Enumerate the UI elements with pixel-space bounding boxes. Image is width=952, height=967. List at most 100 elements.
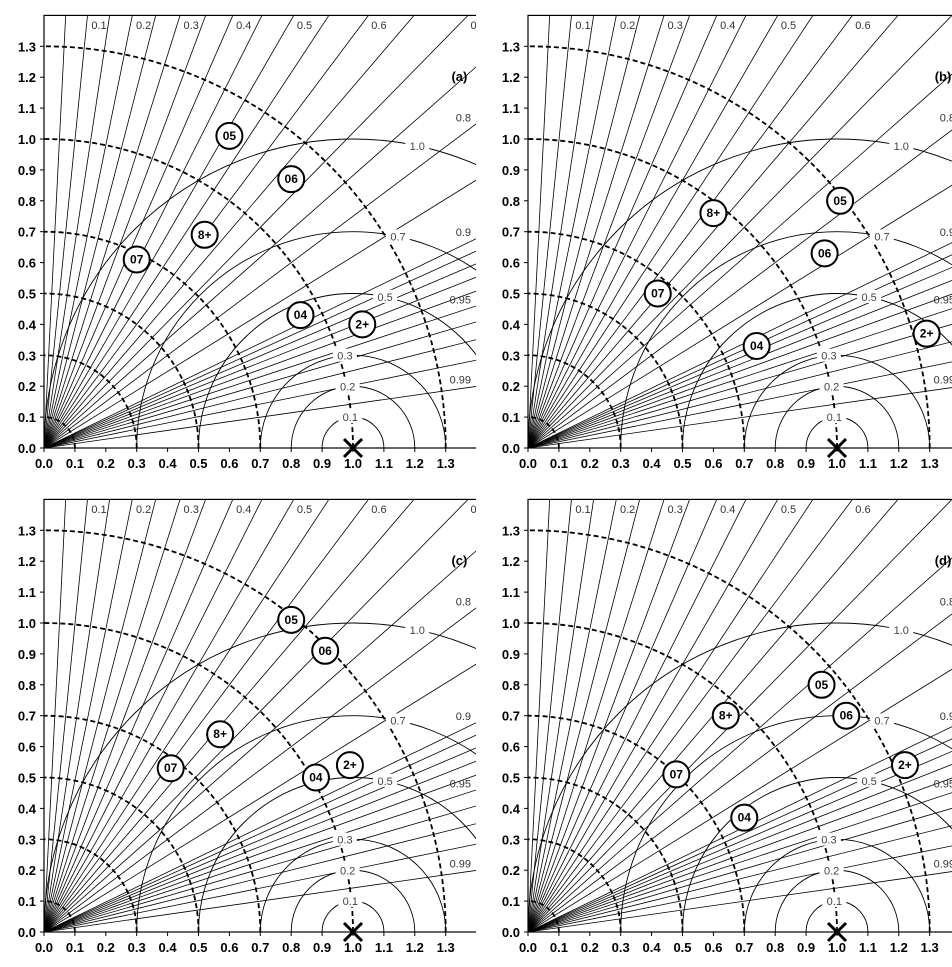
plot-frame: [43, 14, 476, 449]
y-tick-label: 0.6: [18, 740, 36, 755]
x-tick-label: 0.0: [35, 456, 53, 471]
y-tick-label: 0.6: [502, 256, 520, 271]
y-tick-label: 0.9: [18, 647, 36, 662]
y-tick-label: 1.2: [18, 70, 36, 85]
correlation-line: [44, 550, 476, 933]
x-tick-label: 1.0: [344, 940, 362, 955]
x-tick-label: 0.6: [220, 940, 238, 955]
y-tick-label: 1.2: [18, 554, 36, 569]
rms-label: 0.2: [340, 381, 355, 393]
x-tick-label: 1.2: [890, 940, 908, 955]
x-tick-label: 0.1: [550, 456, 568, 471]
rms-arc: [198, 293, 476, 449]
correlation-line: [44, 15, 207, 449]
y-tick-label: 1.3: [502, 523, 520, 538]
taylor-diagram-a: 0.1 0.2 0.3 0.5 0.7 1.0 0.1 0.2 0.3 0.4 0.5 0.6 0.7 0…: [0, 0, 476, 482]
x-tick-label: 0.8: [766, 940, 784, 955]
correlation-label: 0.8: [456, 113, 471, 125]
data-point-label: 04: [738, 811, 752, 825]
correlation-label: 0.99: [450, 375, 471, 387]
data-point-label: 07: [670, 767, 684, 781]
y-tick-label: 0.1: [502, 410, 520, 425]
data-point-label: 04: [750, 339, 764, 353]
rms-label: 0.7: [874, 715, 889, 727]
correlation-line: [44, 276, 476, 449]
taylor-svg: 0.1 0.2 0.3 0.5 0.7 1.0 0.1 0.2 0.3 0.4 0.5 0.6 0.7 0…: [18, 14, 476, 471]
y-tick-label: 1.0: [18, 616, 36, 631]
y-tick-label: 1.1: [18, 585, 36, 600]
taylor-diagram-c: 0.1 0.2 0.3 0.5 0.7 1.0 0.1 0.2 0.3 0.4 0.5 0.6 0.7 0…: [0, 484, 476, 967]
x-tick-label: 0.4: [643, 456, 662, 471]
data-point: 04: [730, 803, 759, 832]
x-tick-label: 0.8: [282, 456, 300, 471]
correlation-line: [44, 499, 234, 933]
x-tick-label: 0.8: [282, 940, 300, 955]
std-arc: [44, 45, 447, 449]
x-tick-label: 1.0: [828, 940, 846, 955]
x-tick-label: 0.8: [766, 456, 784, 471]
x-tick-label: 1.0: [344, 456, 362, 471]
std-arc: [528, 622, 838, 933]
data-point-label: 2+: [920, 327, 934, 341]
x-tick-label: 1.1: [375, 456, 393, 471]
rms-label: 0.3: [821, 835, 836, 847]
correlation-line: [44, 499, 469, 933]
std-arc: [528, 45, 931, 449]
x-tick-label: 0.2: [97, 940, 115, 955]
panel-label: (a): [451, 69, 467, 84]
std-arc: [528, 776, 684, 933]
x-tick-label: 0.6: [704, 940, 722, 955]
rms-label: 0.3: [821, 351, 836, 363]
rms-label: 1.0: [410, 625, 425, 637]
x-tick-label: 0.1: [550, 940, 568, 955]
y-tick-label: 0.0: [502, 441, 520, 456]
correlation-label: 0.8: [940, 113, 952, 125]
correlation-line: [44, 15, 67, 449]
y-tick-label: 1.3: [18, 523, 36, 538]
x-tick-label: 0.7: [735, 940, 753, 955]
data-point-label: 2+: [355, 317, 369, 331]
data-point: 07: [122, 245, 151, 274]
correlation-line: [528, 15, 551, 449]
correlation-line: [44, 15, 234, 449]
rms-label: 0.5: [377, 776, 392, 788]
std-arc: [44, 622, 354, 933]
correlation-line: [44, 15, 111, 449]
std-arc: [44, 529, 447, 933]
rms-arc: [136, 715, 476, 933]
correlation-line: [44, 123, 476, 449]
data-point-label: 07: [164, 761, 178, 775]
correlation-label: 0.5: [781, 504, 796, 516]
rms-label: 0.2: [824, 381, 839, 393]
y-tick-label: 0.5: [502, 771, 520, 786]
correlation-label: 0.9: [456, 227, 471, 239]
rms-label: 0.5: [377, 292, 392, 304]
correlation-label: 0.6: [855, 504, 870, 516]
data-point: 06: [277, 165, 306, 194]
data-point: 8+: [190, 220, 219, 249]
correlation-line: [44, 499, 207, 933]
x-tick-label: 0.4: [643, 940, 662, 955]
x-tick-label: 0.2: [97, 456, 115, 471]
rms-label: 0.3: [337, 835, 352, 847]
y-tick-label: 1.3: [502, 39, 520, 54]
correlation-label: 0.3: [184, 504, 199, 516]
rms-label: 0.7: [390, 715, 405, 727]
y-tick-label: 0.7: [502, 709, 520, 724]
x-tick-label: 1.2: [890, 456, 908, 471]
data-point-label: 2+: [898, 758, 912, 772]
data-point: 06: [810, 239, 839, 268]
x-tick-label: 0.3: [128, 456, 146, 471]
correlation-line: [528, 499, 779, 933]
correlation-line: [528, 499, 691, 933]
correlation-line: [528, 825, 952, 933]
std-arc: [528, 838, 622, 933]
y-tick-label: 1.0: [18, 132, 36, 147]
std-arc: [528, 714, 746, 933]
data-point-label: 07: [130, 253, 144, 267]
x-tick-label: 1.1: [375, 940, 393, 955]
y-tick-label: 0.3: [18, 832, 36, 847]
correlation-line: [528, 499, 617, 933]
correlation-label: 0.99: [934, 859, 952, 871]
rms-arc: [528, 622, 952, 933]
